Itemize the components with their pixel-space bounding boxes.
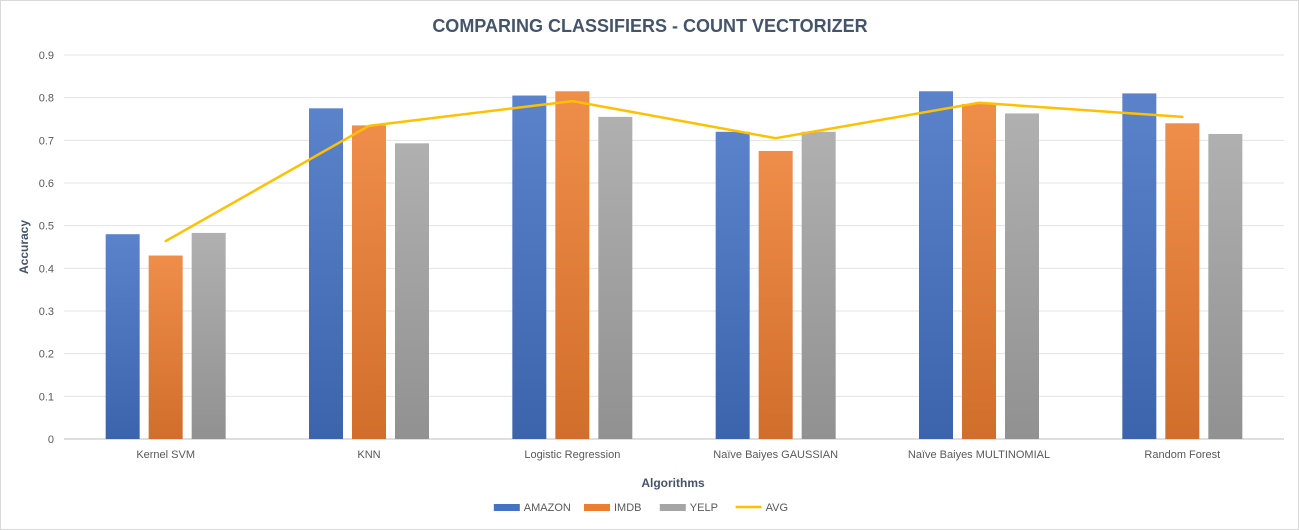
line-series [164,99,1184,243]
x-axis-title: Algorithms [641,476,705,490]
legend-label: YELP [690,502,718,514]
bar-amazon [309,108,343,439]
bar-amazon [919,91,953,440]
chart-title: COMPARING CLASSIFIERS - COUNT VECTORIZER [432,16,867,36]
legend-swatch [584,504,610,511]
x-tick-label: KNN [357,449,380,461]
y-tick-label: 0.6 [39,178,54,190]
bar-imdb [962,104,996,440]
y-axis-title: Accuracy [17,220,31,274]
y-tick-label: 0.4 [39,263,54,275]
y-tick-label: 0.9 [39,50,54,62]
bar-yelp [801,131,836,440]
legend-item-imdb: IMDB [584,502,642,514]
bar-amazon [715,131,750,440]
bar-amazon [512,95,547,440]
x-tick-label: Random Forest [1144,449,1220,461]
bar-amazon [1122,93,1157,440]
x-tick-label: Naïve Baiyes GAUSSIAN [713,449,838,461]
bar-imdb [1165,123,1200,440]
bar-amazon [105,234,140,439]
legend-label: IMDB [614,502,642,514]
bar-yelp [1208,133,1243,439]
y-axis-ticks: 0 0.1 0.2 0.3 0.4 0.5 0.6 0.7 0.8 0.9 [39,50,54,446]
legend-label: AVG [766,502,788,514]
gridlines [64,54,1284,440]
legend-item-yelp: YELP [659,502,718,514]
y-tick-label: 0 [48,434,54,446]
bar-yelp [598,116,633,439]
legend: AMAZON IMDB YELP AVG [493,502,788,514]
legend-swatch [659,504,686,511]
y-tick-label: 0.5 [39,221,54,233]
bar-series [105,91,1243,440]
y-tick-label: 0.1 [39,391,54,403]
bar-imdb [758,151,793,439]
legend-item-avg: AVG [735,502,788,514]
x-axis-ticks: Kernel SVM KNN Logistic Regression Naïve Ba… [136,449,1220,461]
legend-item-amazon: AMAZON [493,502,571,514]
y-tick-label: 0.7 [39,135,54,147]
legend-swatch [493,504,520,511]
legend-label: AMAZON [524,502,571,514]
bar-yelp [191,232,226,439]
y-tick-label: 0.8 [39,93,54,105]
bar-yelp [1005,113,1039,439]
bar-yelp [395,143,429,439]
line-avg [164,99,1184,243]
bar-imdb [148,255,183,439]
x-tick-label: Kernel SVM [136,449,195,461]
bar-imdb [352,125,386,440]
x-tick-label: Naïve Baiyes MULTINOMIAL [908,449,1050,461]
x-tick-label: Logistic Regression [524,449,620,461]
bar-imdb [555,91,590,440]
y-tick-label: 0.2 [39,349,54,361]
y-tick-label: 0.3 [39,306,54,318]
